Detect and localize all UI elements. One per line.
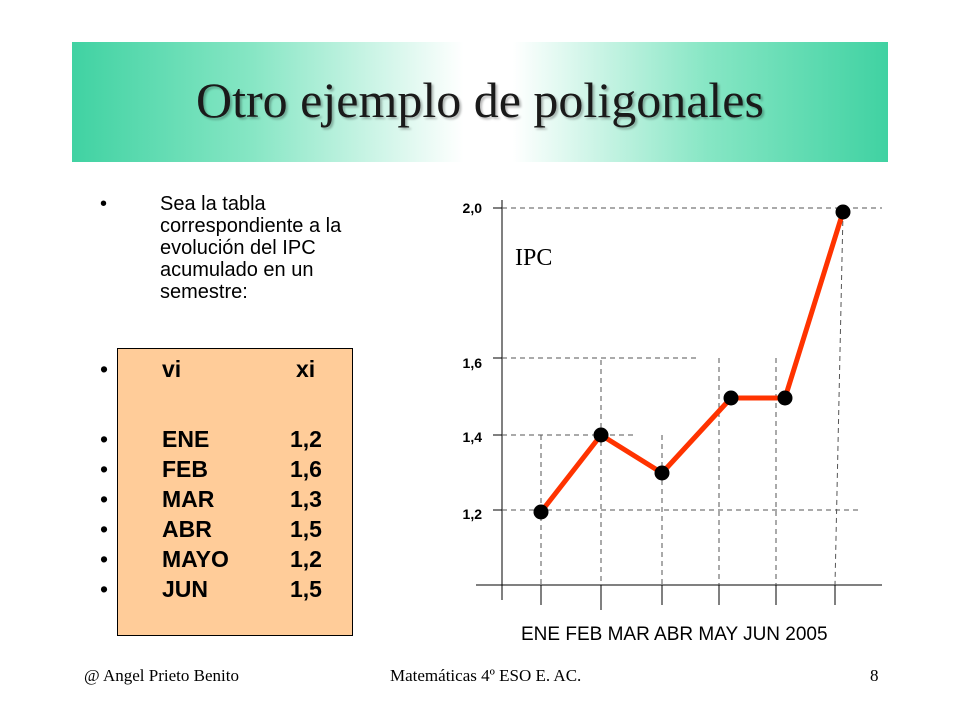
table-row-value: 1,2 bbox=[290, 426, 322, 452]
bullet-icon: • bbox=[100, 426, 109, 452]
table-header-row: • vi xi bbox=[100, 354, 360, 384]
table-row: • MAYO 1,2 bbox=[100, 544, 360, 574]
table-row: • ENE 1,2 bbox=[100, 424, 360, 454]
table-row-label: FEB bbox=[162, 456, 208, 482]
table-row-value: 1,2 bbox=[290, 546, 322, 572]
x-axis-label: ENE FEB MAR ABR MAY JUN 2005 bbox=[521, 624, 828, 645]
table-row-label: ENE bbox=[162, 426, 210, 452]
table-row-label: JUN bbox=[162, 576, 209, 602]
table-row-label: ABR bbox=[162, 516, 212, 542]
slide-title: Otro ejemplo de poligonales bbox=[196, 72, 764, 128]
table-row-value: 1,5 bbox=[290, 576, 322, 602]
data-table-box bbox=[117, 348, 353, 636]
data-point-jun bbox=[835, 204, 851, 220]
bullet-icon: • bbox=[100, 516, 109, 542]
y-tick-label: 2,0 bbox=[463, 200, 483, 216]
y-tick-label: 1,6 bbox=[463, 355, 483, 371]
intro-text: Sea la tabla correspondiente a la evoluc… bbox=[160, 193, 342, 303]
data-point-ene bbox=[533, 504, 549, 520]
table-row: • ABR 1,5 bbox=[100, 514, 360, 544]
table-row-value: 1,3 bbox=[290, 486, 322, 512]
table-row-label: MAR bbox=[162, 486, 215, 512]
bullet-icon: • bbox=[100, 576, 109, 602]
data-point-abr bbox=[723, 390, 739, 406]
data-point-may bbox=[777, 390, 793, 406]
data-point-feb bbox=[593, 427, 609, 443]
bullet-icon: • bbox=[100, 356, 109, 382]
y-tick-label: 1,4 bbox=[463, 429, 483, 445]
footer-page-number: 8 bbox=[870, 666, 879, 685]
y-tick-label: 1,2 bbox=[463, 506, 483, 522]
table-row-value: 1,6 bbox=[290, 456, 322, 482]
bullet-icon: • bbox=[100, 193, 108, 215]
footer-author: @ Angel Prieto Benito bbox=[84, 666, 239, 685]
chart-annotation-ipc: IPC bbox=[515, 245, 552, 271]
y-tick-labels: 2,0 1,6 1,4 1,2 bbox=[463, 200, 483, 522]
bullet-icon: • bbox=[100, 486, 109, 512]
chart-axes bbox=[476, 200, 882, 610]
title-banner: Otro ejemplo de poligonales bbox=[72, 42, 888, 162]
ipc-series-line bbox=[539, 211, 846, 514]
data-point-mar bbox=[654, 465, 670, 481]
guide-line-junio bbox=[834, 211, 844, 586]
bullet-icon: • bbox=[100, 546, 109, 572]
table-row: • FEB 1,6 bbox=[100, 454, 360, 484]
table-row-value: 1,5 bbox=[290, 516, 322, 542]
table-header-vi: vi bbox=[162, 356, 182, 382]
table-row: • JUN 1,5 bbox=[100, 574, 360, 604]
ipc-data-points bbox=[533, 204, 851, 520]
table-header-xi: xi bbox=[296, 356, 316, 382]
table-row: • MAR 1,3 bbox=[100, 484, 360, 514]
table-row-label: MAYO bbox=[162, 546, 229, 572]
bullet-icon: • bbox=[100, 456, 109, 482]
chart-guide-lines bbox=[502, 207, 882, 586]
footer-course: Matemáticas 4º ESO E. AC. bbox=[390, 666, 582, 685]
